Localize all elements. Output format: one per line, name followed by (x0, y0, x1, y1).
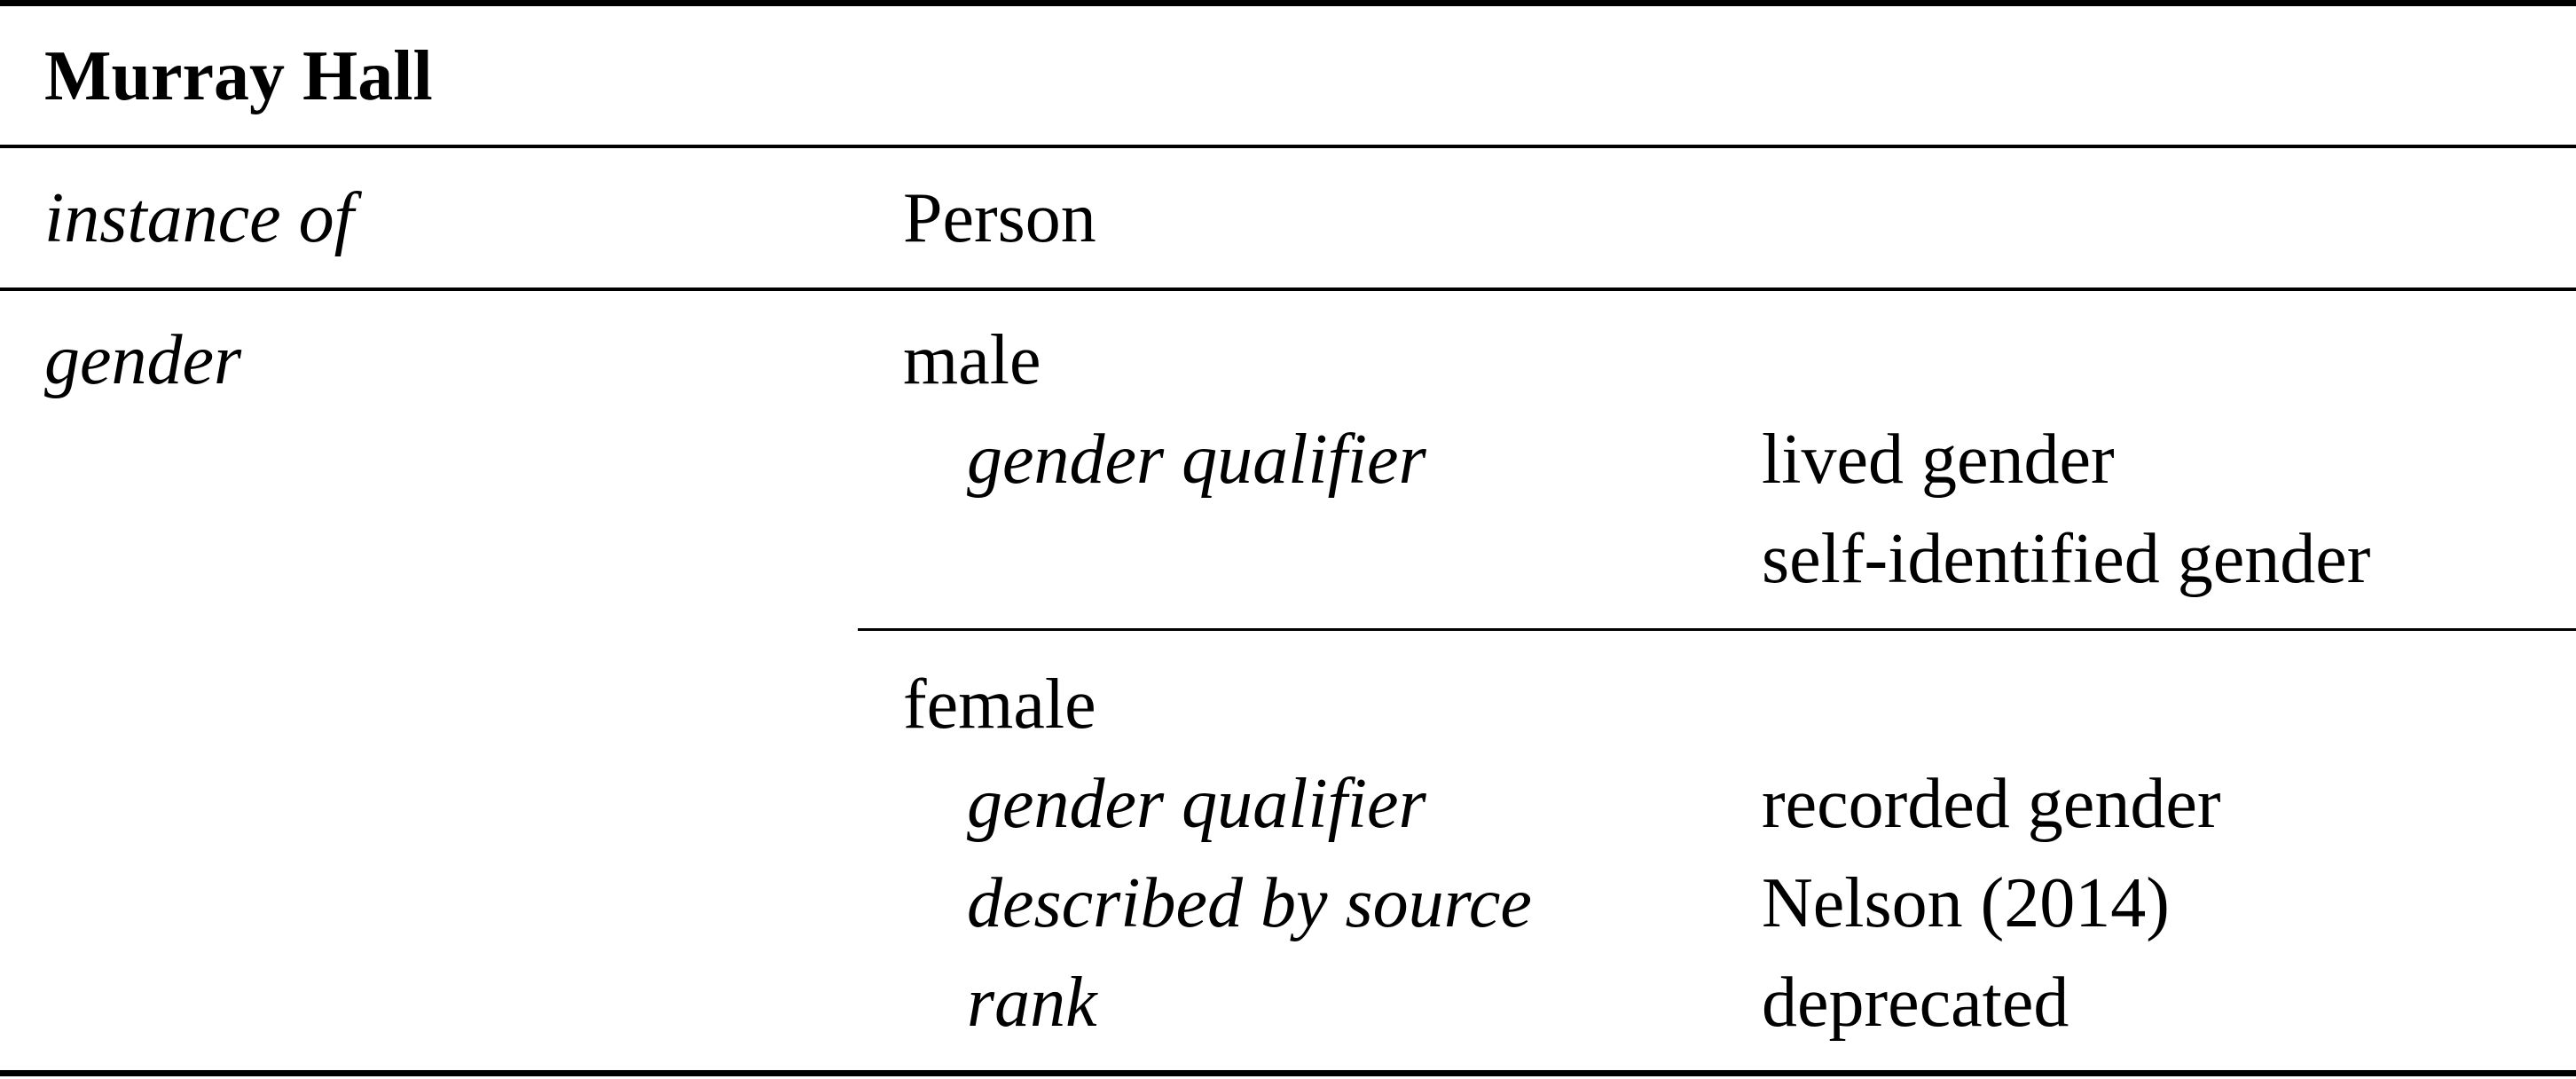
statement-value-female: female (903, 666, 1096, 744)
qualifier-rank: rank (967, 964, 1097, 1042)
table-title: Murray Hall (44, 37, 433, 115)
qualifier-value-nelson-2014: Nelson (2014) (1762, 864, 2170, 942)
qualifier-described-by-source: described by source (967, 864, 1532, 942)
statement-separator-rule (858, 628, 2576, 631)
statement-value-male: male (903, 321, 1041, 399)
table-top-rule (0, 0, 2576, 6)
property-gender: gender (44, 321, 242, 399)
header-rule (0, 145, 2576, 148)
qualifier-value-recorded-gender: recorded gender (1762, 765, 2221, 843)
table-bottom-rule (0, 1070, 2576, 1076)
qualifier-value-self-identified-gender: self-identified gender (1762, 520, 2371, 598)
qualifier-value-deprecated: deprecated (1762, 964, 2069, 1042)
row-rule (0, 287, 2576, 291)
qualifier-gender-qualifier: gender qualifier (967, 765, 1426, 843)
value-person: Person (903, 179, 1096, 257)
property-instance-of: instance of (44, 179, 354, 257)
qualifier-gender-qualifier: gender qualifier (967, 421, 1426, 499)
qualifier-value-lived-gender: lived gender (1762, 421, 2115, 499)
